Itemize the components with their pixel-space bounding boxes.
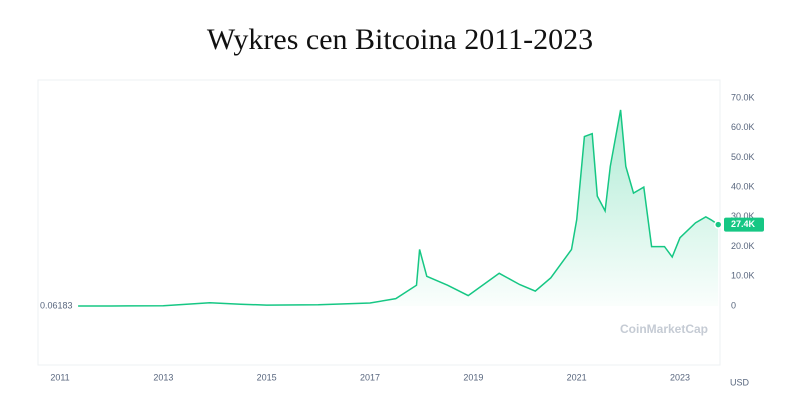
x-tick-label: 2019 [463, 372, 483, 382]
y-tick-label: 50.0K [731, 152, 755, 162]
y-tick-label: 20.0K [731, 241, 755, 251]
last-point [713, 220, 723, 229]
y-tick-label: 60.0K [731, 122, 755, 132]
x-tick-label: 2021 [567, 372, 587, 382]
chart-title: Wykres cen Bitcoina 2011-2023 [207, 23, 593, 56]
x-tick-label: 2015 [257, 372, 277, 382]
y-tick-label: 0 [731, 300, 736, 310]
y-tick-label: 40.0K [731, 182, 755, 192]
x-tick-label: 2017 [360, 372, 380, 382]
current-price-badge [724, 217, 764, 232]
x-tick-label: 2011 [50, 372, 69, 382]
watermark: CoinMarketCap [620, 322, 708, 336]
area [78, 109, 719, 307]
x-tick-label: 2023 [670, 372, 690, 382]
y-tick-label: 30.0K [731, 211, 755, 221]
price-line [78, 109, 719, 307]
y-tick-label: 10.0K [731, 271, 755, 281]
current-price-label: 27.4K [731, 219, 756, 229]
x-tick-label: 2013 [153, 372, 173, 382]
start-price-label: 0.06183 [40, 300, 73, 310]
y-tick-label: 70.0K [731, 92, 755, 102]
unit-label: USD [730, 377, 750, 387]
